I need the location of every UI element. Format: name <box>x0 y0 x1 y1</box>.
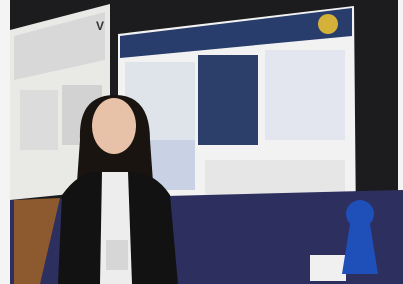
seal <box>318 14 338 34</box>
face <box>92 98 136 154</box>
logo: V <box>96 19 104 33</box>
poster-table <box>198 55 258 145</box>
ribbon <box>346 200 374 228</box>
badge <box>106 240 128 270</box>
placard <box>310 255 346 281</box>
left-poster-block <box>20 90 58 150</box>
poster-table-right <box>265 50 345 140</box>
page: V (() => { const data = JSON.parse(docum… <box>0 0 403 284</box>
photo: V <box>0 0 403 284</box>
